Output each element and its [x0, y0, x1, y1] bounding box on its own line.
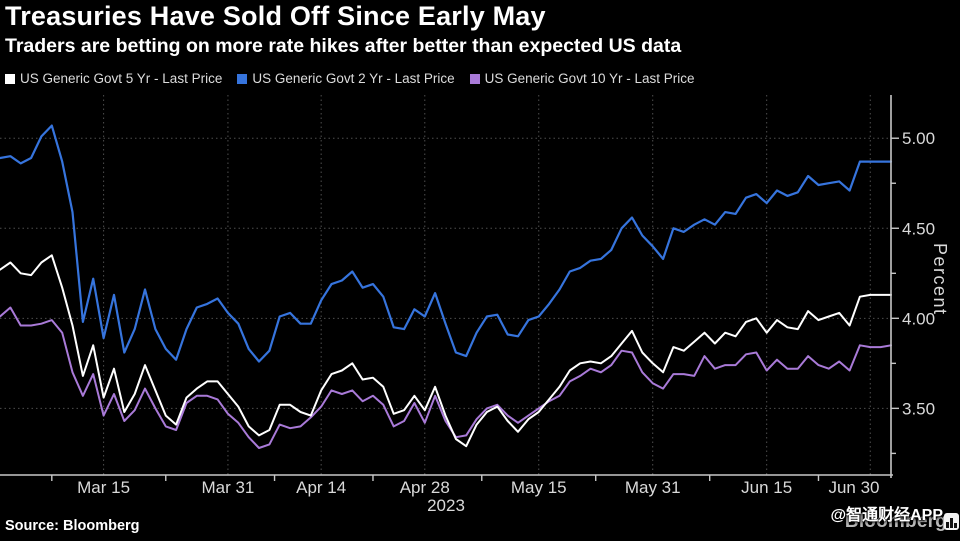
x-axis-tick-label: Mar 31: [201, 478, 254, 497]
legend-swatch-10yr: [469, 73, 480, 84]
legend-item-2yr: US Generic Govt 2 Yr - Last Price: [237, 71, 455, 86]
legend-label-10yr: US Generic Govt 10 Yr - Last Price: [484, 71, 695, 86]
series-line-5yr: [0, 254, 892, 448]
series-line-2yr: [0, 124, 893, 363]
legend-item-10yr: US Generic Govt 10 Yr - Last Price: [469, 71, 695, 86]
x-axis-tick-label: Jun 30: [828, 478, 879, 497]
legend-swatch-2yr: [237, 73, 248, 84]
x-axis-tick-label: Jun 15: [741, 478, 792, 497]
y-axis-tick-label: 5.00: [902, 129, 935, 148]
chart-legend: US Generic Govt 5 Yr - Last Price US Gene…: [5, 71, 695, 86]
chart-subtitle: Traders are betting on more rate hikes a…: [5, 35, 682, 57]
x-axis-tick-label: Apr 14: [296, 478, 346, 497]
series-line-10yr: [0, 306, 892, 449]
app-icon-bar: [946, 521, 949, 528]
source-note: Source: Bloomberg: [5, 518, 140, 534]
legend-swatch-5yr: [5, 73, 15, 84]
legend-label-5yr: US Generic Govt 5 Yr - Last Price: [20, 71, 223, 86]
chart-title: Treasuries Have Sold Off Since Early May: [5, 1, 546, 31]
x-axis-tick-label: May 31: [625, 478, 681, 497]
app-icon-bar: [954, 523, 957, 528]
x-axis-tick-label: Apr 28: [400, 478, 450, 497]
y-axis-tick-label: 3.50: [902, 399, 935, 418]
zhitong-watermark: @智通财经APP: [830, 507, 943, 524]
x-axis-year-label: 2023: [427, 496, 465, 515]
x-axis-tick-label: May 15: [511, 478, 567, 497]
legend-label-2yr: US Generic Govt 2 Yr - Last Price: [252, 71, 455, 86]
bloomberg-watermark: Bloomberg: [844, 511, 947, 532]
legend-item-5yr: US Generic Govt 5 Yr - Last Price: [5, 71, 222, 86]
x-axis-tick-label: Mar 15: [77, 478, 130, 497]
y-axis-tick-label: 4.00: [902, 309, 935, 328]
y-axis-tick-label: 4.50: [902, 219, 935, 238]
zhitong-app-icon: [944, 513, 959, 530]
app-icon-bar: [950, 517, 953, 528]
y-axis-title: Percent: [930, 243, 950, 316]
